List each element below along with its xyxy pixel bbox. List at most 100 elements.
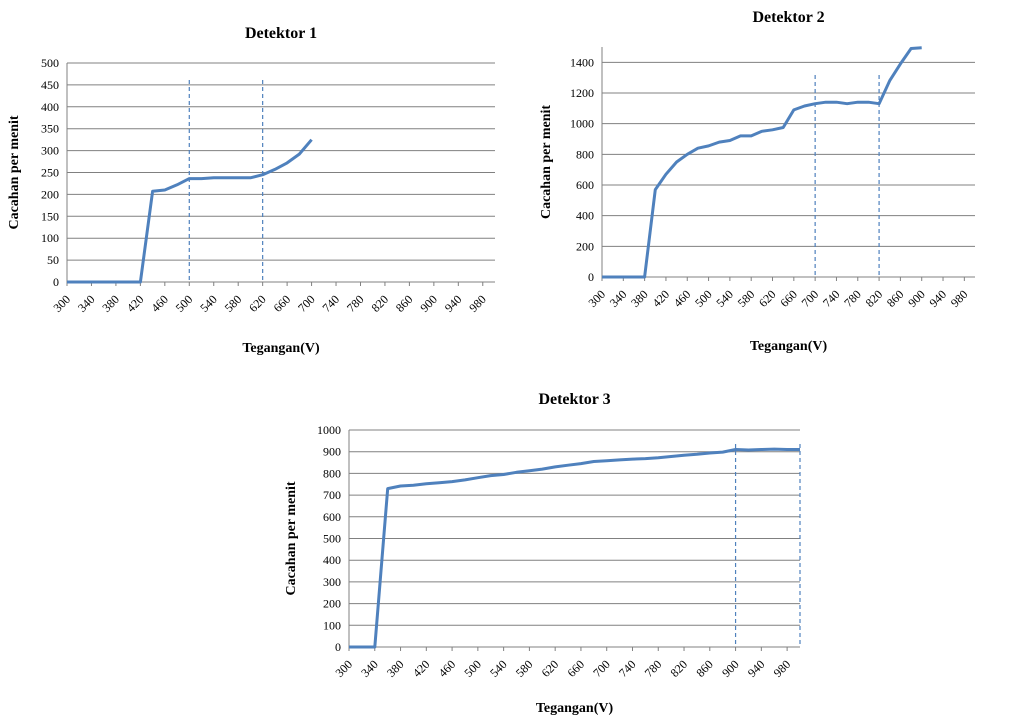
x-tick-label: 700	[295, 292, 318, 315]
y-tick-label: 400	[323, 553, 341, 567]
x-tick-label: 540	[197, 292, 220, 315]
y-tick-label: 0	[588, 270, 594, 284]
x-tick-label: 980	[771, 657, 794, 680]
x-tick-label: 420	[410, 657, 433, 680]
chart-detektor-3: Detektor 3 0 100 200 300 400 500 600 700 800 900 10…	[250, 380, 810, 722]
y-tick-label: 1000	[570, 117, 594, 131]
chart-svg: Detektor 1 0 50 100 150 200 250 300 350 400 450 500…	[7, 25, 495, 356]
x-tick-label: 340	[607, 287, 630, 310]
x-tick-label: 300	[332, 657, 355, 680]
x-tick-label: 900	[719, 657, 742, 680]
y-tick-label: 150	[41, 209, 59, 223]
x-tick-label: 820	[863, 287, 886, 310]
x-tick-label: 460	[148, 292, 171, 315]
x-tick-label: 420	[649, 287, 672, 310]
y-tick-label: 700	[323, 488, 341, 502]
y-tick-label: 800	[576, 147, 594, 161]
x-tick-label: 380	[384, 657, 407, 680]
y-tick-label: 100	[323, 618, 341, 632]
x-tick-label: 580	[513, 657, 536, 680]
x-tick-label: 780	[841, 287, 864, 310]
x-tick-label: 820	[668, 657, 691, 680]
x-axis-label: Tegangan(V)	[536, 701, 614, 716]
x-tick-label: 620	[756, 287, 779, 310]
y-tick-label: 1000	[317, 423, 341, 437]
x-tick-label: 580	[735, 287, 758, 310]
x-axis-label: Tegangan(V)	[242, 341, 320, 356]
series-line	[349, 447, 800, 649]
y-tick-label: 400	[41, 100, 59, 114]
y-tick-label: 200	[576, 239, 594, 253]
y-tick-label: 0	[335, 640, 341, 654]
x-tick-label: 300	[585, 287, 608, 310]
x-tick-label: 780	[642, 657, 665, 680]
y-tick-label: 400	[576, 209, 594, 223]
x-tick-label: 660	[777, 287, 800, 310]
y-tick-label: 250	[41, 166, 59, 180]
x-tick-label: 340	[358, 657, 381, 680]
x-tick-label: 420	[124, 292, 147, 315]
x-tick-label: 740	[320, 292, 343, 315]
y-tick-label: 50	[47, 253, 59, 267]
chart-title: Detektor 1	[245, 25, 317, 42]
y-tick-label: 1400	[570, 55, 594, 69]
x-tick-label: 700	[590, 657, 613, 680]
x-tick-label: 980	[948, 287, 971, 310]
x-tick-label: 620	[246, 292, 269, 315]
x-tick-label: 300	[50, 292, 73, 315]
y-tick-label: 200	[323, 597, 341, 611]
y-tick-label: 900	[323, 445, 341, 459]
x-tick-label: 820	[368, 292, 391, 315]
chart-svg: Detektor 2 0 200 400 600 800 1000 1200 1400 30034…	[539, 9, 975, 354]
y-tick-label: 200	[41, 187, 59, 201]
x-tick-label: 380	[628, 287, 651, 310]
x-tick-label: 740	[820, 287, 843, 310]
y-tick-label: 500	[323, 532, 341, 546]
x-tick-label: 580	[222, 292, 245, 315]
x-tick-label: 940	[442, 292, 465, 315]
x-tick-label: 660	[564, 657, 587, 680]
x-tick-label: 940	[745, 657, 768, 680]
x-tick-label: 620	[539, 657, 562, 680]
x-tick-label: 900	[905, 287, 928, 310]
chart-svg: Detektor 3 0 100 200 300 400 500 600 700 800 900 10…	[284, 391, 801, 716]
y-tick-label: 1200	[570, 86, 594, 100]
y-axis-label: Cacahan per menit	[284, 481, 299, 595]
x-tick-label: 860	[693, 657, 716, 680]
x-axis-label: Tegangan(V)	[750, 339, 828, 354]
y-tick-label: 500	[41, 56, 59, 70]
y-tick-label: 450	[41, 78, 59, 92]
x-tick-label: 500	[173, 292, 196, 315]
x-tick-label: 540	[713, 287, 736, 310]
chart-title: Detektor 2	[752, 9, 824, 26]
x-tick-label: 460	[671, 287, 694, 310]
x-tick-label: 340	[75, 292, 98, 315]
x-tick-label: 700	[799, 287, 822, 310]
series-line	[602, 46, 922, 279]
x-tick-label: 540	[487, 657, 510, 680]
y-tick-label: 0	[53, 275, 59, 289]
x-tick-label: 500	[692, 287, 715, 310]
y-tick-label: 300	[41, 144, 59, 158]
y-tick-label: 100	[41, 231, 59, 245]
x-tick-label: 860	[884, 287, 907, 310]
series-line	[67, 138, 313, 284]
x-tick-label: 860	[393, 292, 416, 315]
x-tick-label: 460	[436, 657, 459, 680]
x-tick-label: 780	[344, 292, 367, 315]
x-tick-label: 740	[616, 657, 639, 680]
y-tick-label: 600	[576, 178, 594, 192]
y-tick-label: 350	[41, 122, 59, 136]
chart-detektor-1: Detektor 1 0 50 100 150 200 250 300 350 400 450 500…	[0, 0, 520, 370]
x-tick-label: 900	[417, 292, 440, 315]
x-tick-label: 940	[927, 287, 950, 310]
x-tick-label: 500	[461, 657, 484, 680]
x-tick-label: 380	[99, 292, 122, 315]
y-axis-label: Cacahan per menit	[7, 115, 22, 229]
chart-detektor-2: Detektor 2 0 200 400 600 800 1000 1200 1400 300 34…	[520, 0, 1012, 370]
x-tick-label: 980	[466, 292, 489, 315]
chart-title: Detektor 3	[538, 391, 610, 408]
y-tick-label: 600	[323, 510, 341, 524]
y-tick-label: 300	[323, 575, 341, 589]
y-axis-label: Cacahan per menit	[539, 105, 554, 219]
